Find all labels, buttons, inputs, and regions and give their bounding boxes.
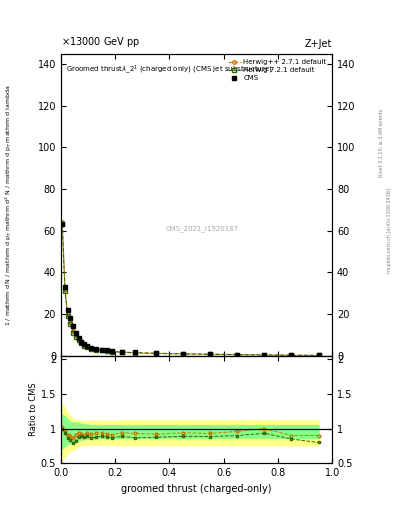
Herwig 7.2.1 default [68,321,73,327]
CMS [105,347,109,353]
Herwig++ 2.7.1 default [84,344,89,350]
Herwig 7.2.1 default [208,351,212,357]
Herwig++ 2.7.1 default [76,336,81,342]
Herwig++ 2.7.1 default [60,219,64,225]
Herwig 7.2.1 default [73,334,78,340]
CMS [76,335,81,341]
Herwig 7.2.1 default [119,349,124,355]
Line: Herwig++ 2.7.1 default: Herwig++ 2.7.1 default [61,221,320,357]
Text: Groomed thrust$\lambda\_2^1$ (charged only) (CMS jet substructure): Groomed thrust$\lambda\_2^1$ (charged on… [66,63,273,76]
Text: mcplots.cern.ch [arXiv:1306.3436]: mcplots.cern.ch [arXiv:1306.3436] [387,188,391,273]
CMS [88,345,93,351]
Herwig 7.2.1 default [262,352,266,358]
CMS [71,324,75,330]
Line: CMS: CMS [61,223,320,357]
Y-axis label: Ratio to CMS: Ratio to CMS [29,382,38,436]
Herwig 7.2.1 default [79,340,84,347]
Herwig++ 2.7.1 default [208,351,212,357]
Herwig 7.2.1 default [99,347,104,353]
CMS [235,351,239,357]
CMS [119,349,124,355]
Herwig++ 2.7.1 default [133,350,138,356]
Text: $\times$13000 GeV pp: $\times$13000 GeV pp [61,35,140,49]
CMS [73,330,78,336]
Herwig++ 2.7.1 default [316,352,321,358]
Herwig 7.2.1 default [133,350,138,356]
Line: Herwig 7.2.1 default: Herwig 7.2.1 default [61,223,320,357]
Herwig++ 2.7.1 default [88,345,93,351]
Herwig++ 2.7.1 default [73,332,78,338]
Legend: Herwig++ 2.7.1 default, Herwig 7.2.1 default, CMS: Herwig++ 2.7.1 default, Herwig 7.2.1 def… [226,57,329,83]
Herwig++ 2.7.1 default [105,348,109,354]
Herwig 7.2.1 default [110,349,115,355]
CMS [289,352,294,358]
Herwig++ 2.7.1 default [71,328,75,334]
CMS [110,348,115,354]
Herwig++ 2.7.1 default [119,349,124,355]
Herwig 7.2.1 default [88,346,93,352]
Herwig++ 2.7.1 default [79,340,84,346]
Text: Z+Jet: Z+Jet [305,38,332,49]
CMS [99,347,104,353]
Text: 1 / mathrm d N / mathrm d p$_T$ mathrm d$^2$ N / mathrm d p$_T$ mathrm d lambda: 1 / mathrm d N / mathrm d p$_T$ mathrm d… [4,84,14,326]
Herwig++ 2.7.1 default [94,346,99,352]
CMS [181,351,185,357]
Herwig++ 2.7.1 default [62,286,67,292]
Herwig 7.2.1 default [316,352,321,358]
CMS [94,346,99,352]
CMS [153,350,158,356]
Herwig 7.2.1 default [60,221,64,227]
Herwig 7.2.1 default [82,343,86,349]
CMS [316,352,321,358]
Herwig++ 2.7.1 default [181,351,185,357]
Herwig 7.2.1 default [94,347,99,353]
CMS [65,307,70,313]
CMS [79,339,84,345]
X-axis label: groomed thrust (charged-only): groomed thrust (charged-only) [121,484,272,494]
Herwig++ 2.7.1 default [153,350,158,356]
Herwig 7.2.1 default [181,351,185,357]
Herwig++ 2.7.1 default [99,347,104,353]
Herwig++ 2.7.1 default [65,311,70,317]
Herwig++ 2.7.1 default [289,352,294,358]
CMS [262,352,266,358]
Herwig++ 2.7.1 default [235,352,239,358]
CMS [208,351,212,357]
Text: Rivet 3.1.10, ≥ 3.4M events: Rivet 3.1.10, ≥ 3.4M events [379,109,384,178]
Herwig 7.2.1 default [235,352,239,358]
Herwig 7.2.1 default [289,352,294,358]
Herwig 7.2.1 default [62,288,67,294]
Herwig 7.2.1 default [153,350,158,356]
CMS [133,349,138,355]
Text: CMS_2021_I1920187: CMS_2021_I1920187 [165,225,239,232]
Herwig++ 2.7.1 default [262,352,266,358]
Herwig++ 2.7.1 default [82,342,86,348]
Herwig 7.2.1 default [76,337,81,343]
CMS [82,341,86,347]
CMS [84,343,89,349]
CMS [60,221,64,227]
Herwig++ 2.7.1 default [68,319,73,325]
Herwig 7.2.1 default [84,344,89,350]
CMS [68,315,73,321]
Herwig 7.2.1 default [71,330,75,336]
Herwig 7.2.1 default [65,313,70,319]
Herwig++ 2.7.1 default [110,348,115,354]
Herwig 7.2.1 default [105,348,109,354]
CMS [62,284,67,290]
